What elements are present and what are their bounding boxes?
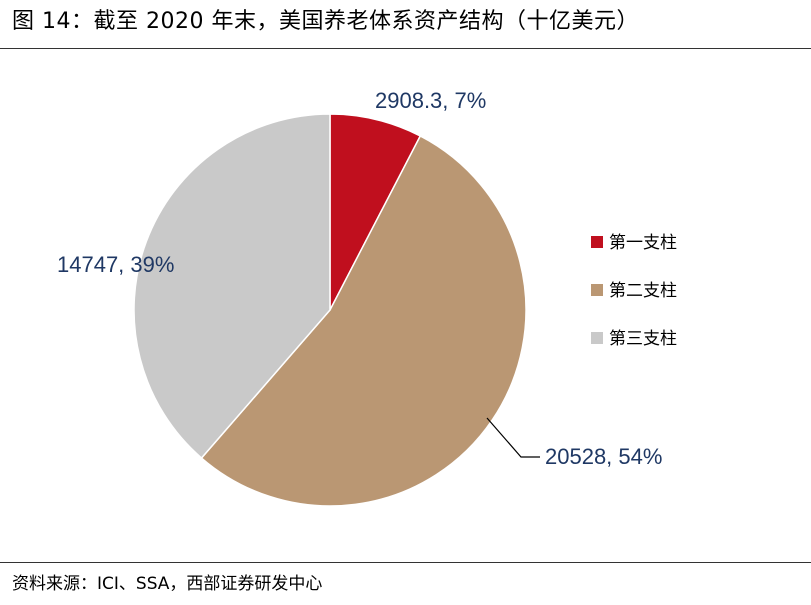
figure-title: 图 14：截至 2020 年末，美国养老体系资产结构（十亿美元） xyxy=(12,9,639,34)
pie-slices xyxy=(133,113,527,507)
pie-slice-pillar-two xyxy=(200,135,527,507)
legend-swatch-pillar-one xyxy=(591,236,603,248)
pie-slice-pillar-one xyxy=(329,113,422,311)
data-label-pillar-three: 14747, 39% xyxy=(57,252,174,277)
pie-chart: 2908.3, 7%20528, 54%14747, 39% 第一支柱第二支柱第… xyxy=(57,88,677,507)
legend-label-pillar-two: 第二支柱 xyxy=(609,281,677,301)
legend-swatch-pillar-two xyxy=(591,284,603,296)
legend-swatch-pillar-three xyxy=(591,332,603,344)
legend-label-pillar-one: 第一支柱 xyxy=(609,233,677,253)
data-labels: 2908.3, 7% 20528, 54% 14747, 39% xyxy=(57,88,662,469)
pie-slice-pillar-three xyxy=(133,113,331,460)
leader-lines xyxy=(486,417,540,458)
legend-label-pillar-three: 第三支柱 xyxy=(609,329,677,349)
data-label-pillar-two: 20528, 54% xyxy=(545,444,662,469)
title-divider xyxy=(0,48,811,49)
leader-line-pillar-two xyxy=(486,417,540,458)
data-label-pillar-one: 2908.3, 7% xyxy=(375,88,486,113)
source-note: 资料来源：ICI、SSA，西部证券研发中心 xyxy=(12,574,323,594)
source-divider xyxy=(0,562,811,563)
